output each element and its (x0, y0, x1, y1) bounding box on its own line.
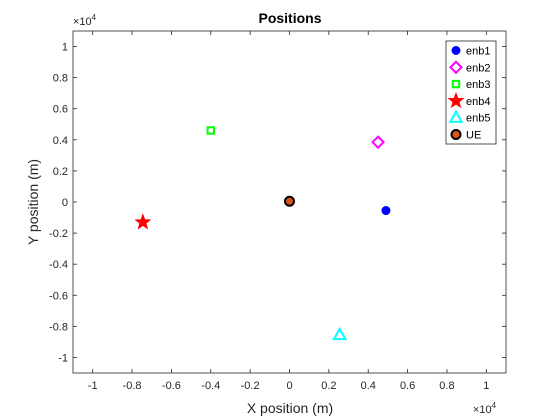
legend-marker-enb3 (451, 79, 461, 89)
y-axis-exponent-power: 4 (92, 13, 97, 22)
y-tick-label: -1 (58, 352, 68, 364)
x-tick-label: -0.8 (123, 380, 142, 392)
y-axis-exponent-base: ×10 (73, 16, 92, 28)
x-axis-exponent-power: 4 (492, 401, 497, 410)
data-point-enb2 (371, 135, 385, 150)
x-tick-label: 0.8 (439, 380, 454, 392)
y-axis-exponent: ×104 (73, 13, 97, 28)
data-points (134, 126, 391, 341)
x-tick-label: 0.6 (400, 380, 415, 392)
x-tick-label: 0 (286, 380, 292, 392)
data-point-enb5 (332, 326, 348, 341)
legend-box (445, 40, 497, 145)
y-tick-label: -0.8 (49, 321, 68, 333)
legend-marker-enb4 (447, 91, 465, 109)
y-tick-label: -0.6 (49, 290, 68, 302)
data-point-enb1 (381, 206, 391, 216)
x-tick-label: -0.2 (241, 380, 260, 392)
data-point-enb3 (206, 126, 215, 135)
x-axis-exponent-base: ×10 (473, 404, 492, 416)
x-axis-label: X position (m) (247, 400, 333, 416)
y-tick-label: 0.2 (53, 166, 68, 178)
x-tick-label: 1 (483, 380, 489, 392)
legend-marker-enb1 (451, 46, 461, 55)
legend: enb1 enb2 enb3 enb4 enb5 UE (445, 40, 497, 145)
legend-marker-enb5 (448, 109, 464, 123)
y-tick-label: 0.6 (53, 104, 68, 116)
data-point-ue (284, 195, 295, 207)
x-axis-exponent: ×104 (473, 401, 497, 416)
legend-label-enb5: enb5 (466, 113, 490, 125)
y-tick-label: 0 (62, 197, 68, 209)
y-tick-label: 0.8 (53, 73, 68, 85)
legend-label-ue: UE (466, 130, 481, 142)
legend-label-enb3: enb3 (466, 79, 490, 91)
chart-title: Positions (258, 10, 321, 26)
x-tick-label: 0.2 (321, 380, 336, 392)
x-tick-label: -0.4 (201, 380, 220, 392)
legend-label-enb4: enb4 (466, 96, 490, 108)
y-tick-label: 0.4 (53, 135, 68, 147)
legend-marker-ue (450, 129, 462, 140)
legend-label-enb2: enb2 (466, 62, 490, 74)
x-tick-label: 0.4 (361, 380, 376, 392)
y-tick-label: -0.4 (49, 259, 68, 271)
y-tick-label: 1 (62, 42, 68, 54)
axis-ticks (73, 31, 506, 373)
legend-label-enb1: enb1 (466, 46, 490, 58)
data-point-enb4 (134, 213, 152, 230)
x-tick-label: -0.6 (162, 380, 181, 392)
axis-tick-labels: -1 -0.8 -0.6 -0.4 -0.2 0 0.2 0.4 0.6 0.8 1 -1 -0.8 -0… (49, 42, 489, 392)
y-tick-label: -0.2 (49, 228, 68, 240)
legend-marker-enb2 (449, 60, 463, 75)
y-axis-label: Y position (m) (25, 159, 41, 245)
x-tick-label: -1 (88, 380, 98, 392)
